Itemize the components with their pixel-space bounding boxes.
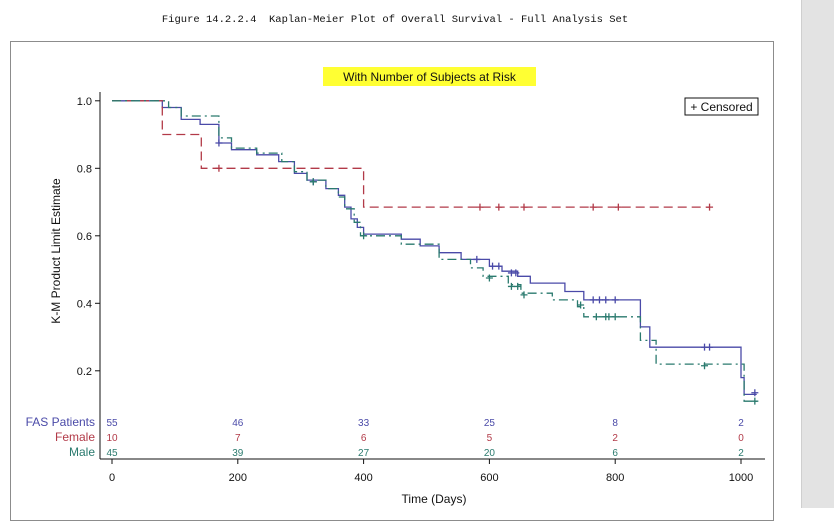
at-risk-count: 46 — [232, 418, 244, 429]
plot-area — [112, 100, 759, 405]
censor-mark-female — [520, 203, 528, 211]
y-tick-label: 0.8 — [77, 163, 92, 175]
censor-mark-male — [360, 232, 368, 240]
figure-title: Figure 14.2.2.4 Kaplan-Meier Plot of Ove… — [161, 14, 629, 26]
legend: + Censored — [684, 97, 759, 116]
x-tick-label: 200 — [229, 472, 247, 484]
at-risk-count: 33 — [358, 418, 370, 429]
at-risk-count: 39 — [232, 448, 244, 459]
at-risk-count: 27 — [358, 448, 370, 459]
x-axis-label: Time (Days) — [402, 492, 467, 506]
y-axis-label: K-M Product Limit Estimate — [49, 178, 63, 324]
censor-mark-male — [520, 291, 528, 299]
censor-mark-fas — [602, 296, 610, 304]
censor-mark-male — [611, 313, 619, 321]
at-risk-count: 2 — [738, 448, 744, 459]
at-risk-count: 20 — [484, 448, 496, 459]
at-risk-count: 8 — [612, 418, 618, 429]
y-tick-label: 0.2 — [77, 366, 92, 378]
censor-mark-female — [614, 203, 622, 211]
legend-box — [684, 97, 759, 116]
legend-censored-label: + Censored — [690, 100, 752, 114]
censor-mark-fas — [473, 255, 481, 263]
at-risk-count: 25 — [484, 418, 496, 429]
at-risk-row-label: FAS Patients — [26, 415, 95, 429]
y-tick-label: 1.0 — [77, 96, 92, 108]
censor-mark-female — [706, 203, 714, 211]
censor-mark-fas — [589, 296, 597, 304]
km-chart: With Number of Subjects at Risk + Censor… — [26, 67, 765, 506]
at-risk-count: 2 — [738, 418, 744, 429]
y-tick-label: 0.4 — [77, 298, 92, 310]
censor-mark-fas — [512, 269, 520, 277]
at-risk-count: 45 — [106, 448, 118, 459]
censor-mark-fas — [706, 343, 714, 351]
chart-subtitle: With Number of Subjects at Risk — [343, 70, 517, 84]
censor-mark-female — [215, 164, 223, 172]
x-tick-label: 600 — [480, 472, 498, 484]
censor-mark-fas — [489, 262, 497, 270]
vertical-scrollbar[interactable] — [801, 0, 834, 508]
censor-mark-fas — [215, 139, 223, 147]
censor-mark-fas — [751, 389, 759, 397]
censor-mark-female — [589, 203, 597, 211]
x-tick-label: 800 — [606, 472, 624, 484]
at-risk-row-label: Male — [69, 445, 95, 459]
censor-mark-male — [751, 397, 759, 405]
at-risk-count: 10 — [106, 433, 118, 444]
x-tick-label: 400 — [354, 472, 372, 484]
at-risk-row-label: Female — [55, 430, 95, 444]
axes: 0.20.40.60.81.00 200 400 600 800 1000 — [77, 92, 765, 484]
at-risk-count: 5 — [487, 433, 493, 444]
at-risk-count: 0 — [738, 433, 744, 444]
censor-mark-male — [507, 282, 515, 290]
subtitle-highlight — [323, 67, 536, 86]
censor-mark-female — [495, 203, 503, 211]
censor-mark-male — [309, 178, 317, 186]
at-risk-count: 7 — [235, 433, 241, 444]
censor-mark-fas — [595, 296, 603, 304]
x-tick-label: 1000 — [729, 472, 753, 484]
at-risk-count: 55 — [106, 418, 118, 429]
censor-mark-male — [701, 362, 709, 370]
at-risk-count: 6 — [612, 448, 618, 459]
survival-curve-fas — [112, 100, 757, 396]
censor-mark-fas — [495, 262, 503, 270]
censor-mark-female — [476, 203, 484, 211]
censor-mark-male — [592, 313, 600, 321]
censor-mark-fas — [611, 296, 619, 304]
censor-mark-male — [577, 301, 585, 309]
x-tick-label: 0 — [109, 472, 115, 484]
censor-mark-male — [485, 274, 493, 282]
censor-mark-male — [514, 282, 522, 290]
censor-mark-male — [605, 313, 613, 321]
at-risk-count: 2 — [612, 433, 618, 444]
survival-curve-male — [112, 100, 757, 402]
survival-curve-female — [112, 100, 710, 208]
at-risk-count: 6 — [361, 433, 367, 444]
y-tick-label: 0.6 — [77, 231, 92, 243]
